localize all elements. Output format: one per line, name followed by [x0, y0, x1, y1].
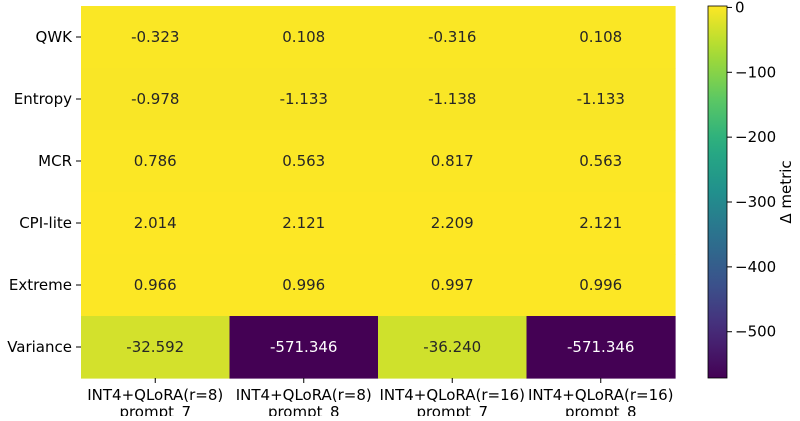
- cell-value-label: -0.316: [428, 28, 476, 46]
- cell-value-label: -1.133: [280, 90, 328, 108]
- colorbar-tick-label: −300: [735, 193, 776, 211]
- heatmap-cell: [378, 6, 528, 69]
- cell-value-label: -571.346: [270, 338, 337, 356]
- cell-value-label: 0.966: [134, 276, 177, 294]
- heatmap-cell: [81, 130, 231, 193]
- heatmap-cell: [378, 192, 528, 255]
- cell-value-label: 0.996: [579, 276, 622, 294]
- cell-value-label: -1.138: [428, 90, 476, 108]
- heatmap-cell: [229, 192, 379, 255]
- heatmap-cell: [229, 130, 379, 193]
- heatmap-cell: [378, 316, 528, 379]
- cell-value-label: 0.563: [282, 152, 325, 170]
- cell-value-label: 0.997: [431, 276, 474, 294]
- heatmap-cell: [81, 6, 231, 69]
- y-tick-label: QWK: [36, 28, 74, 46]
- heatmap-cell: [526, 192, 676, 255]
- cell-value-label: 0.108: [282, 28, 325, 46]
- colorbar-tick-label: −100: [735, 63, 776, 81]
- y-tick-label: Entropy: [14, 90, 72, 108]
- heatmap-cell: [229, 254, 379, 317]
- colorbar-tick-label: −400: [735, 258, 776, 276]
- cell-value-label: 0.817: [431, 152, 474, 170]
- heatmap-cell: [81, 192, 231, 255]
- colorbar-tick-label: −200: [735, 128, 776, 146]
- y-tick-label: CPI-lite: [19, 214, 72, 232]
- heatmap-cell: [378, 68, 528, 131]
- heatmap-cell: [378, 130, 528, 193]
- cell-value-label: -0.978: [131, 90, 179, 108]
- heatmap-cell: [526, 6, 676, 69]
- cell-value-label: 0.996: [282, 276, 325, 294]
- x-tick-label: INT4+QLoRA(r=8) prompt_8: [236, 386, 372, 416]
- cell-value-label: 2.121: [282, 214, 325, 232]
- heatmap-cell: [81, 68, 231, 131]
- cell-value-label: -571.346: [567, 338, 634, 356]
- heatmap-cell: [229, 6, 379, 69]
- cell-value-label: 2.014: [134, 214, 177, 232]
- heatmap-cell: [81, 316, 231, 379]
- cell-value-label: 2.209: [431, 214, 474, 232]
- colorbar-label: Δ metric: [777, 160, 795, 223]
- cell-value-label: 2.121: [579, 214, 622, 232]
- y-tick-label: Variance: [7, 338, 72, 356]
- y-tick-label: MCR: [38, 152, 72, 170]
- cell-value-label: -32.592: [126, 338, 184, 356]
- heatmap-cell: [229, 68, 379, 131]
- heatmap-cell: [526, 68, 676, 131]
- heatmap-cell: [526, 130, 676, 193]
- colorbar-tick-label: 0: [735, 0, 745, 16]
- heatmap-cell: [229, 316, 379, 379]
- heatmap-cell: [526, 316, 676, 379]
- x-tick-label: INT4+QLoRA(r=16) prompt_7: [379, 386, 525, 416]
- x-tick-label: INT4+QLoRA(r=16) prompt_8: [528, 386, 674, 416]
- cell-value-label: 0.786: [134, 152, 177, 170]
- cell-value-label: 0.563: [579, 152, 622, 170]
- heatmap-cell: [378, 254, 528, 317]
- cell-value-label: -36.240: [423, 338, 481, 356]
- x-tick-label: INT4+QLoRA(r=8) prompt_7: [87, 386, 223, 416]
- heatmap-cell: [81, 254, 231, 317]
- colorbar-tick-label: −500: [735, 323, 776, 341]
- cell-value-label: 0.108: [579, 28, 622, 46]
- cell-value-label: -1.133: [577, 90, 625, 108]
- cell-value-label: -0.323: [131, 28, 179, 46]
- colorbar: [707, 5, 728, 379]
- heatmap-cell: [526, 254, 676, 317]
- y-tick-label: Extreme: [9, 276, 72, 294]
